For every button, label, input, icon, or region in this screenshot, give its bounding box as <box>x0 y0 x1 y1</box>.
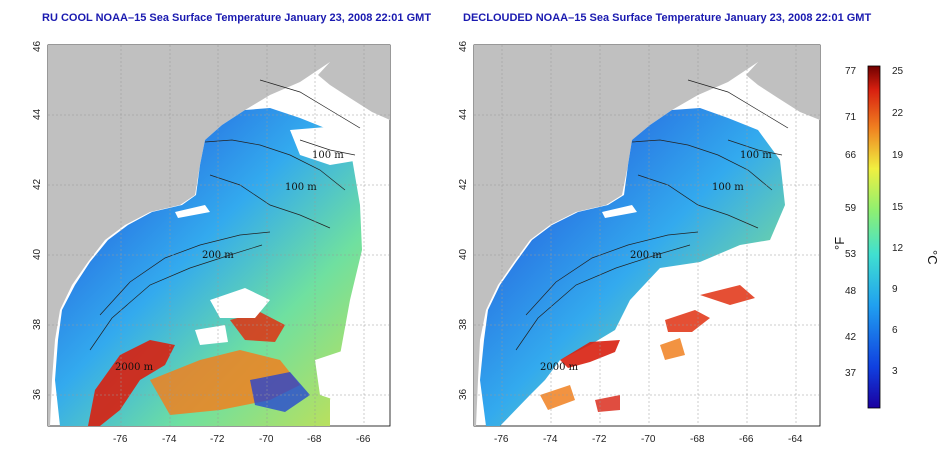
right-y-tick: 36 <box>458 388 469 400</box>
left-x-tick: -66 <box>356 434 371 445</box>
colorbar: 77 71 66 59 53 48 42 37 25 22 19 15 12 9… <box>832 66 940 408</box>
colorbar-f-tick: 66 <box>845 150 857 161</box>
contour-label-200m-left: 200 m <box>202 250 234 261</box>
left-y-tick: 44 <box>32 108 43 120</box>
right-x-tick: -74 <box>543 434 558 445</box>
colorbar-unit-fahrenheit: °F <box>832 237 847 250</box>
right-x-tick: -64 <box>788 434 803 445</box>
right-y-tick: 42 <box>458 178 469 190</box>
colorbar-c-tick: 22 <box>892 108 904 119</box>
contour-label-2000m-left: 2000 m <box>115 362 154 373</box>
right-x-tick: -70 <box>641 434 656 445</box>
colorbar-unit-celsius: °C <box>925 250 940 265</box>
right-y-tick: 40 <box>458 248 469 260</box>
left-x-tick: -76 <box>113 434 128 445</box>
left-y-tick: 42 <box>32 178 43 190</box>
sst-maps-figure: 100 m 100 m 200 m 2000 m 100 m 100 m 200… <box>0 0 950 475</box>
left-x-tick: -68 <box>307 434 322 445</box>
left-map <box>48 45 390 426</box>
colorbar-f-tick: 42 <box>845 332 857 343</box>
contour-label-100m-left-b: 100 m <box>285 182 317 193</box>
right-x-tick: -76 <box>494 434 509 445</box>
contour-label-100m-right-a: 100 m <box>740 150 772 161</box>
right-x-axis: -76 -74 -72 -70 -68 -66 -64 <box>494 434 803 445</box>
left-x-tick: -70 <box>259 434 274 445</box>
colorbar-f-tick: 71 <box>845 112 857 123</box>
left-y-tick: 46 <box>32 40 43 52</box>
left-y-tick: 38 <box>32 318 43 330</box>
right-x-tick: -68 <box>690 434 705 445</box>
colorbar-f-tick: 48 <box>845 286 857 297</box>
colorbar-c-tick: 3 <box>892 366 898 377</box>
colorbar-f-tick: 59 <box>845 203 857 214</box>
left-y-tick: 40 <box>32 248 43 260</box>
colorbar-f-tick: 77 <box>845 66 857 77</box>
colorbar-ramp <box>868 66 880 408</box>
right-y-tick: 38 <box>458 318 469 330</box>
colorbar-c-tick: 25 <box>892 66 904 77</box>
left-x-tick: -74 <box>162 434 177 445</box>
right-y-tick: 46 <box>458 40 469 52</box>
left-y-axis: 36 38 40 42 44 46 <box>32 40 43 400</box>
right-x-tick: -72 <box>592 434 607 445</box>
right-y-tick: 44 <box>458 108 469 120</box>
left-x-axis: -76 -74 -72 -70 -68 -66 <box>113 434 371 445</box>
contour-label-200m-right: 200 m <box>630 250 662 261</box>
right-x-tick: -66 <box>739 434 754 445</box>
colorbar-c-tick: 12 <box>892 243 904 254</box>
colorbar-c-tick: 6 <box>892 325 898 336</box>
colorbar-f-tick: 37 <box>845 368 857 379</box>
right-map <box>474 45 820 426</box>
contour-label-100m-right-b: 100 m <box>712 182 744 193</box>
contour-label-100m-left-a: 100 m <box>312 150 344 161</box>
colorbar-c-tick: 15 <box>892 202 904 213</box>
colorbar-c-tick: 19 <box>892 150 904 161</box>
left-y-tick: 36 <box>32 388 43 400</box>
left-x-tick: -72 <box>210 434 225 445</box>
colorbar-c-tick: 9 <box>892 284 898 295</box>
right-y-axis: 36 38 40 42 44 46 <box>458 40 469 400</box>
contour-label-2000m-right: 2000 m <box>540 362 579 373</box>
